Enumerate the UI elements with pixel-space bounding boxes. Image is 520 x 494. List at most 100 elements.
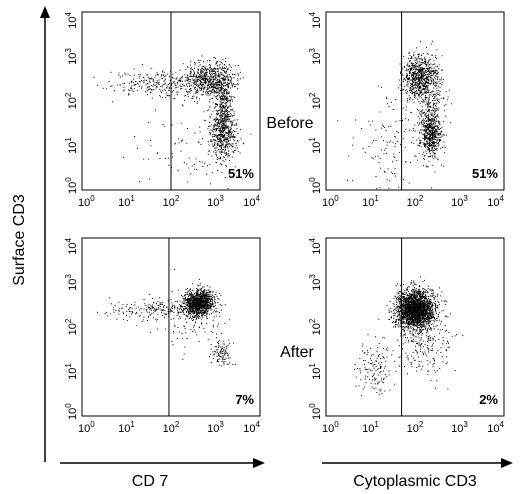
x-axis-arrow-right (501, 458, 513, 468)
event-dot (418, 58, 420, 60)
event-dot (223, 64, 225, 65)
event-dot (414, 130, 416, 132)
event-dot (218, 84, 220, 86)
event-dot (397, 141, 399, 142)
event-dot (207, 165, 209, 167)
event-dot (434, 123, 436, 125)
event-dot (412, 71, 414, 73)
event-dot (222, 69, 224, 71)
event-dot (429, 130, 430, 132)
event-dot (196, 314, 198, 315)
event-dot (214, 103, 216, 104)
event-dot (208, 294, 210, 296)
event-dot (226, 90, 228, 92)
event-dot (167, 94, 169, 96)
event-dot (214, 351, 216, 353)
event-dot (417, 57, 419, 59)
event-dot (144, 303, 146, 305)
event-dot (221, 72, 223, 74)
event-dot (419, 81, 421, 83)
event-dot (199, 310, 201, 312)
event-dot (216, 74, 218, 76)
event-dot (423, 60, 425, 62)
event-dot (424, 71, 426, 73)
event-dot (221, 360, 223, 362)
event-dot (220, 114, 222, 116)
event-dot (212, 70, 214, 72)
event-dot (406, 65, 408, 67)
event-dot (441, 82, 443, 84)
event-dot (180, 86, 182, 88)
event-dot (205, 71, 207, 73)
event-dot (416, 66, 418, 67)
event-dot (250, 133, 252, 135)
event-dot (216, 114, 218, 115)
event-dot (187, 316, 189, 318)
event-dot (224, 147, 226, 149)
event-dot (225, 350, 227, 352)
event-dot (410, 68, 412, 70)
event-dot (220, 141, 222, 143)
event-dot (220, 88, 222, 89)
event-dot (417, 66, 419, 68)
event-dot (431, 75, 433, 77)
event-dot (431, 67, 433, 69)
event-dot (433, 153, 435, 155)
event-dot (218, 345, 220, 347)
event-dot (225, 114, 227, 115)
event-dot (190, 69, 192, 71)
event-dot (242, 77, 244, 79)
event-dot (414, 72, 416, 74)
event-dot (204, 306, 206, 308)
event-dot (167, 308, 169, 310)
event-dot (428, 155, 430, 157)
event-dot (436, 49, 438, 51)
event-dot (206, 308, 208, 310)
x-axis-arrow-left (253, 458, 265, 468)
event-dot (429, 119, 431, 121)
event-dot (215, 149, 217, 151)
event-dot (352, 144, 353, 146)
event-dot (194, 101, 196, 103)
event-dot (211, 77, 213, 79)
event-dot (222, 88, 224, 89)
event-dot (414, 93, 416, 95)
event-dot (447, 96, 449, 98)
event-dot (201, 55, 203, 57)
event-dot (189, 85, 190, 87)
event-dot (414, 95, 416, 97)
event-dot (219, 346, 221, 348)
event-dot (220, 73, 222, 75)
event-dot (429, 140, 431, 142)
event-dot (197, 304, 199, 306)
event-dot (192, 82, 194, 84)
event-dot (428, 111, 430, 112)
event-dot (129, 311, 131, 313)
event-dot (183, 162, 185, 163)
event-dot (196, 309, 198, 311)
event-dot (154, 308, 155, 310)
event-dot (219, 106, 221, 108)
event-dot (190, 67, 191, 69)
event-dot (196, 92, 198, 94)
event-dot (233, 97, 235, 98)
event-dot (213, 353, 215, 355)
event-dot (420, 66, 422, 68)
event-dot (198, 278, 200, 280)
event-dot (133, 78, 135, 80)
event-dot (219, 145, 221, 147)
event-dot (195, 302, 197, 304)
event-dot (441, 84, 443, 86)
event-dot (184, 80, 186, 82)
y-tick-label: 101 (64, 363, 79, 380)
event-dot (201, 161, 203, 163)
event-dot (428, 80, 430, 82)
event-dot (423, 58, 425, 60)
event-dot (206, 303, 208, 305)
event-dot (411, 56, 413, 58)
event-dot (426, 75, 428, 77)
event-dot (211, 124, 213, 126)
event-dot (182, 338, 184, 340)
event-dot (173, 332, 175, 334)
event-dot (411, 67, 412, 69)
